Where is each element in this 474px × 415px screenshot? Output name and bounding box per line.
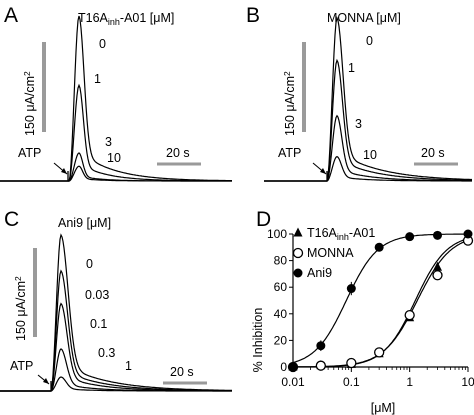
d-y-tick-label-4: 80 — [274, 254, 288, 268]
d-point-1-4 — [404, 309, 415, 321]
panel-b-trace-label-3: 10 — [363, 148, 377, 162]
d-x-tick-label-1: 0.1 — [343, 375, 360, 389]
d-x-axis-label: [μM] — [371, 401, 396, 415]
d-y-tick-label-1: 20 — [274, 333, 288, 347]
d-point-1-1 — [315, 360, 326, 371]
panel-c-traces — [0, 233, 232, 392]
panel-a-trace-label-2: 3 — [105, 135, 112, 149]
panel-c: C Ani9 [μM] 150 μA/cm2 20 s ATP 0 0.03 0… — [0, 208, 232, 392]
d-x-tick-label-3: 10 — [461, 375, 474, 389]
panel-a: A T16Ainh-A01 [μM] 150 μA/cm2 20 s ATP 0… — [0, 4, 232, 182]
d-point-2-2 — [346, 284, 356, 294]
d-legend-marker-1 — [292, 247, 304, 259]
d-legend-marker-2 — [293, 268, 303, 278]
panel-c-y-scale-label: 150 μA/cm2 — [13, 276, 28, 341]
d-x-tick-label-0: 0.01 — [281, 375, 305, 389]
d-y-tick-label-0: 0 — [280, 360, 287, 374]
panel-c-stimulus-label: ATP — [10, 359, 33, 373]
panel-c-stimulus-arrowhead — [43, 378, 49, 384]
d-y-tick-label-5: 100 — [267, 227, 287, 241]
panel-a-y-scale-label: 150 μA/cm2 — [22, 71, 37, 136]
d-point-2-6 — [463, 229, 473, 239]
d-x-tick-label-2: 1 — [406, 375, 413, 389]
panel-a-title: T16Ainh-A01 [μM] — [78, 11, 174, 27]
panel-b-traces — [264, 15, 472, 182]
panel-a-trace-label-1: 1 — [94, 72, 101, 86]
d-point-2-1 — [316, 341, 326, 351]
d-point-2-0 — [288, 362, 298, 372]
d-point-0-5 — [432, 261, 442, 271]
d-y-tick-label-3: 60 — [274, 280, 288, 294]
d-legend-marker-0 — [293, 227, 303, 237]
panel-b-trace-label-0: 0 — [366, 34, 373, 48]
panel-a-trace-3 — [0, 165, 232, 182]
panel-b-y-scale-label: 150 μA/cm2 — [282, 71, 297, 136]
panel-a-stimulus-arrowhead — [61, 168, 67, 174]
panel-b: B MONNA [μM] 150 μA/cm2 20 s ATP 0 1 3 1… — [246, 4, 472, 182]
panel-d-letter: D — [256, 208, 271, 231]
d-point-1-5 — [432, 270, 443, 281]
panel-c-trace-label-1: 0.03 — [85, 288, 109, 302]
panel-b-title: MONNA [μM] — [327, 11, 401, 25]
d-legend-label-1: MONNA — [307, 246, 354, 260]
d-y-tick-label-2: 40 — [274, 307, 288, 321]
panel-c-trace-label-0: 0 — [86, 257, 93, 271]
d-legend-label-2: Ani9 — [307, 266, 332, 280]
panel-b-trace-label-2: 3 — [355, 117, 362, 131]
panel-d: D % Inhibition [μM] 0 20 40 60 80 100 0.01 0.1 1… — [251, 208, 474, 415]
panel-b-stimulus-label: ATP — [278, 146, 301, 160]
panel-c-letter: C — [4, 208, 19, 231]
d-points — [287, 229, 474, 373]
panel-a-trace-label-0: 0 — [99, 37, 106, 51]
panel-a-letter: A — [4, 4, 18, 27]
panel-c-trace-label-4: 1 — [125, 359, 132, 373]
d-point-1-3 — [374, 347, 385, 358]
d-point-2-5 — [432, 230, 442, 240]
panel-c-title: Ani9 [μM] — [58, 216, 111, 230]
panel-c-trace-4 — [0, 376, 232, 392]
d-y-axis-label: % Inhibition — [251, 308, 265, 373]
panel-a-x-scale-label: 20 s — [166, 146, 190, 160]
panel-a-trace-label-3: 10 — [107, 151, 121, 165]
panel-c-trace-label-3: 0.3 — [98, 346, 115, 360]
panel-a-stimulus-label: ATP — [18, 146, 41, 160]
d-point-2-3 — [374, 242, 384, 252]
panel-c-trace-3 — [0, 348, 232, 392]
panel-b-letter: B — [246, 4, 260, 27]
panel-a-traces — [0, 15, 232, 182]
panel-c-x-scale-label: 20 s — [170, 365, 194, 379]
d-point-1-2 — [346, 357, 357, 369]
panel-c-trace-label-2: 0.1 — [90, 317, 107, 331]
panel-b-stimulus-arrowhead — [320, 168, 326, 174]
panel-b-trace-label-1: 1 — [348, 61, 355, 75]
d-legend: T16Ainh-A01 MONNA Ani9 — [292, 226, 375, 280]
d-point-2-4 — [405, 232, 415, 242]
panel-b-trace-3 — [264, 155, 472, 182]
panel-b-x-scale-label: 20 s — [421, 146, 445, 160]
d-legend-label-0: T16Ainh-A01 — [307, 226, 375, 242]
